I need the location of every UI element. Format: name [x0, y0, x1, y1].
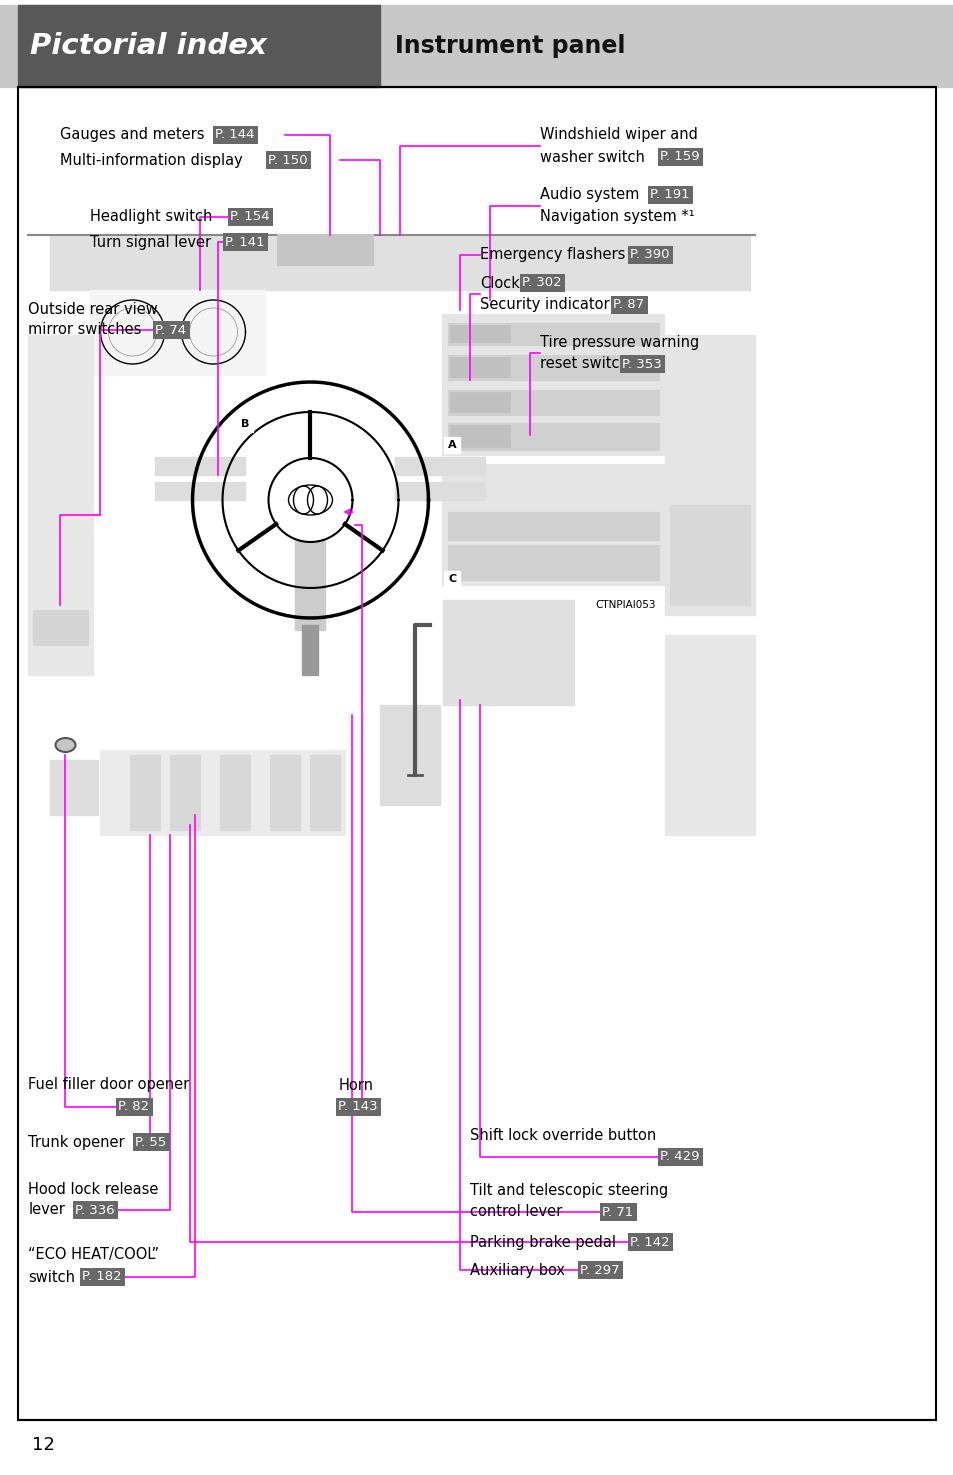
Text: “ECO HEAT/COOL”: “ECO HEAT/COOL”	[29, 1248, 159, 1263]
Text: P. 353: P. 353	[622, 357, 661, 370]
Bar	[665, 636, 755, 835]
Text: control lever: control lever	[470, 1205, 562, 1220]
Bar	[220, 755, 251, 830]
Bar	[131, 755, 160, 830]
Text: switch: switch	[29, 1270, 75, 1285]
Text: P. 159: P. 159	[659, 150, 700, 164]
Text: P. 144: P. 144	[215, 128, 254, 142]
Bar	[395, 482, 485, 500]
Text: P. 142: P. 142	[630, 1236, 669, 1248]
Bar	[310, 755, 340, 830]
Text: lever: lever	[29, 1202, 66, 1217]
Bar	[1, 4, 952, 87]
Text: P. 297: P. 297	[579, 1264, 619, 1276]
Bar	[171, 755, 200, 830]
Text: C: C	[448, 574, 456, 584]
Text: Shift lock override button: Shift lock override button	[470, 1127, 656, 1143]
Bar	[278, 235, 374, 266]
Text: Security indicator: Security indicator	[480, 298, 610, 313]
Text: reset switch: reset switch	[540, 357, 629, 372]
Text: Headlight switch: Headlight switch	[91, 209, 213, 224]
Text: Gauges and meters: Gauges and meters	[60, 127, 205, 143]
Bar	[443, 600, 573, 705]
Bar	[29, 335, 93, 676]
Bar	[443, 465, 662, 586]
Text: Horn: Horn	[338, 1078, 374, 1093]
Bar	[51, 235, 750, 291]
Bar	[155, 482, 245, 500]
Bar	[237, 416, 253, 432]
Bar	[100, 749, 345, 835]
Bar	[450, 324, 510, 342]
Bar	[295, 530, 325, 630]
Ellipse shape	[55, 738, 75, 752]
Text: Hood lock release: Hood lock release	[29, 1183, 159, 1198]
Text: A: A	[448, 440, 456, 450]
Text: Outside rear view: Outside rear view	[29, 302, 158, 317]
Bar	[18, 4, 380, 87]
Text: Tilt and telescopic steering: Tilt and telescopic steering	[470, 1183, 668, 1198]
Bar	[33, 611, 89, 645]
Polygon shape	[268, 459, 352, 541]
Text: Clock: Clock	[480, 276, 519, 291]
Text: P. 302: P. 302	[522, 276, 561, 289]
Text: P. 191: P. 191	[650, 189, 689, 202]
Text: P. 55: P. 55	[135, 1136, 167, 1149]
Text: P. 154: P. 154	[231, 211, 270, 224]
Bar	[395, 457, 485, 475]
Bar	[444, 571, 460, 587]
Text: P. 74: P. 74	[155, 323, 187, 336]
Text: P. 390: P. 390	[630, 248, 669, 261]
Text: Navigation system *¹: Navigation system *¹	[540, 209, 695, 224]
Text: washer switch: washer switch	[540, 149, 644, 165]
Text: Trunk opener: Trunk opener	[29, 1134, 125, 1149]
Bar	[450, 392, 510, 412]
Text: P. 336: P. 336	[75, 1204, 115, 1217]
Text: P. 71: P. 71	[602, 1205, 633, 1218]
Bar	[271, 755, 300, 830]
Bar	[444, 437, 460, 453]
Text: Parking brake pedal: Parking brake pedal	[470, 1235, 616, 1249]
Text: CTNPIAI053: CTNPIAI053	[595, 600, 655, 611]
Text: P. 141: P. 141	[225, 236, 265, 248]
Bar	[448, 355, 658, 381]
Bar	[51, 760, 98, 816]
Text: P. 429: P. 429	[659, 1150, 700, 1164]
Bar	[448, 323, 658, 345]
Text: Pictorial index: Pictorial index	[30, 32, 267, 60]
Bar	[450, 357, 510, 378]
Text: Windshield wiper and: Windshield wiper and	[540, 127, 698, 143]
Bar	[443, 316, 662, 454]
Bar	[448, 389, 658, 414]
Text: Emergency flashers: Emergency flashers	[480, 248, 625, 263]
Bar	[1, 0, 952, 4]
Ellipse shape	[288, 485, 333, 515]
Bar	[448, 423, 658, 450]
Text: Instrument panel: Instrument panel	[395, 34, 625, 58]
Text: P. 87: P. 87	[613, 298, 644, 311]
Text: Multi-information display: Multi-information display	[60, 152, 243, 168]
Bar	[26, 176, 755, 855]
Text: Turn signal lever: Turn signal lever	[91, 235, 212, 249]
Text: Audio system: Audio system	[540, 187, 639, 202]
Text: P. 150: P. 150	[268, 153, 308, 167]
Bar	[448, 512, 658, 540]
Text: B: B	[241, 419, 250, 429]
Text: P. 143: P. 143	[338, 1100, 377, 1114]
Text: Fuel filler door opener: Fuel filler door opener	[29, 1078, 190, 1093]
Bar	[91, 291, 265, 375]
Bar	[302, 625, 318, 676]
Bar	[670, 504, 750, 605]
Bar	[155, 457, 245, 475]
Text: Auxiliary box: Auxiliary box	[470, 1263, 565, 1277]
Bar	[450, 425, 510, 447]
Bar	[380, 705, 440, 805]
Bar	[448, 544, 658, 580]
Text: Tire pressure warning: Tire pressure warning	[540, 335, 699, 350]
Bar	[665, 335, 755, 615]
Text: mirror switches: mirror switches	[29, 323, 142, 338]
Text: 12: 12	[32, 1437, 55, 1454]
Text: P. 182: P. 182	[82, 1270, 122, 1283]
Text: P. 82: P. 82	[118, 1100, 150, 1114]
